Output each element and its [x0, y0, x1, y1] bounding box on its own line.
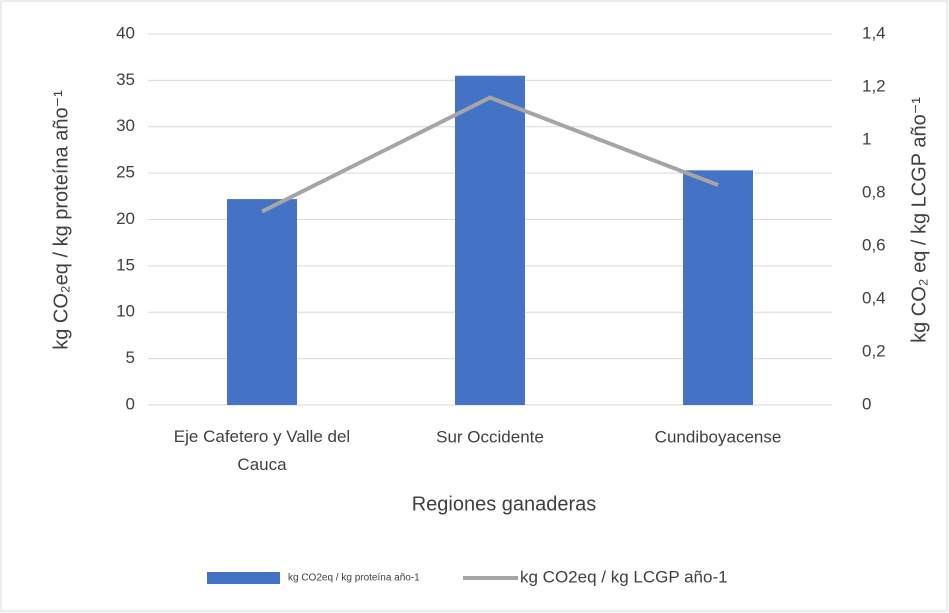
y-tick-label: 30 [116, 116, 135, 135]
y2-tick-label: 0,6 [862, 235, 886, 254]
legend-label: kg CO2eq / kg proteína año-1 [288, 573, 420, 584]
y-tick-label: 0 [126, 394, 135, 413]
y-tick-label: 5 [126, 348, 135, 367]
y2-axis-title: kg CO₂ eq / kg LCGP año⁻¹ [908, 97, 930, 343]
line [261, 95, 719, 214]
x-tick-label: Eje Cafetero y Valle del Cauca [174, 427, 350, 474]
y-tick-label: 35 [116, 70, 135, 89]
y-axis-title: kg CO₂eq / kg proteína año⁻¹ [50, 90, 72, 350]
y2-tick-label: 1,4 [862, 23, 886, 42]
y2-tick-label: 0,4 [862, 288, 886, 307]
y-tick-label: 15 [116, 255, 135, 274]
x-axis-title: Regiones ganaderas [412, 493, 597, 515]
bar [683, 170, 753, 405]
bar [455, 75, 525, 406]
x-tick-label: Sur Occidente [436, 427, 544, 446]
y-tick-label: 40 [116, 23, 135, 42]
bar [227, 199, 297, 405]
y2-tick-label: 1 [862, 129, 871, 148]
y2-tick-label: 0,8 [862, 182, 886, 201]
y-tick-label: 20 [116, 209, 135, 228]
y2-tick-label: 0 [862, 394, 871, 413]
x-tick-label: Cundiboyacense [655, 427, 782, 446]
legend-label: kg CO2eq / kg LCGP año-1 [520, 567, 728, 586]
y-tick-label: 25 [116, 163, 135, 182]
y2-tick-label: 0,2 [862, 341, 886, 360]
y2-tick-label: 1,2 [862, 76, 886, 95]
legend-swatch [207, 572, 280, 584]
y-tick-label: 10 [116, 302, 135, 321]
